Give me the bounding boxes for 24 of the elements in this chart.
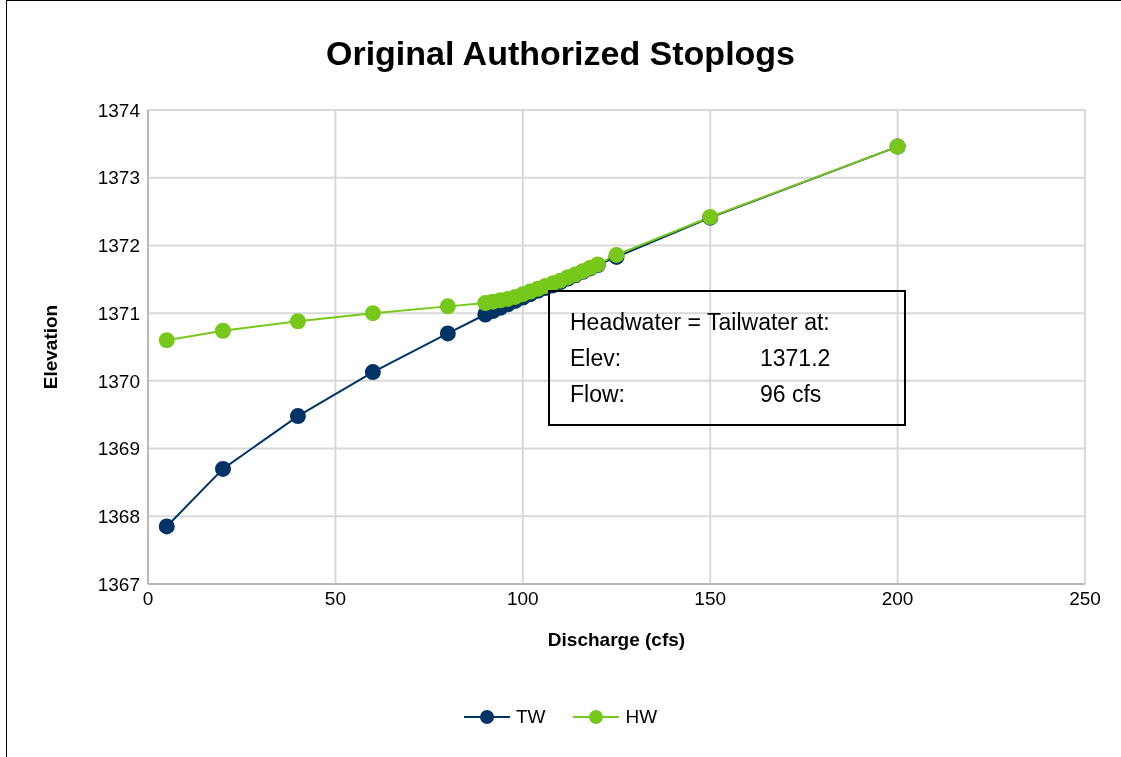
- y-tick-label: 1373: [97, 167, 140, 189]
- x-tick-label: 250: [1069, 588, 1101, 610]
- legend-label: TW: [515, 706, 546, 728]
- annotation: Headwater = Tailwater at:: [570, 308, 831, 337]
- x-tick-label: 200: [881, 588, 914, 610]
- annotation: 1371.2: [760, 344, 832, 373]
- chart-title: Original Authorized Stoplogs: [324, 34, 797, 73]
- y-tick-label: 1370: [97, 370, 140, 392]
- x-tick-label: 100: [506, 588, 539, 610]
- annotation: Elev:: [570, 344, 623, 373]
- x-axis-title: Discharge (cfs): [547, 629, 686, 650]
- y-tick-label: 1372: [97, 235, 140, 257]
- annotation: Flow:: [570, 380, 626, 409]
- y-tick-label: 1369: [97, 438, 140, 460]
- y-tick-label: 1374: [97, 99, 141, 121]
- x-tick-label: 150: [694, 588, 727, 610]
- x-tick-label: 0: [142, 588, 154, 610]
- y-tick-label: 1371: [97, 302, 140, 324]
- y-axis-title: Elevation: [39, 304, 61, 390]
- x-tick-label: 50: [324, 588, 346, 610]
- y-tick-label: 1367: [97, 573, 140, 595]
- annotation: 96 cfs: [760, 380, 823, 409]
- y-tick-label: 1368: [97, 506, 140, 528]
- legend-label: HW: [625, 706, 658, 728]
